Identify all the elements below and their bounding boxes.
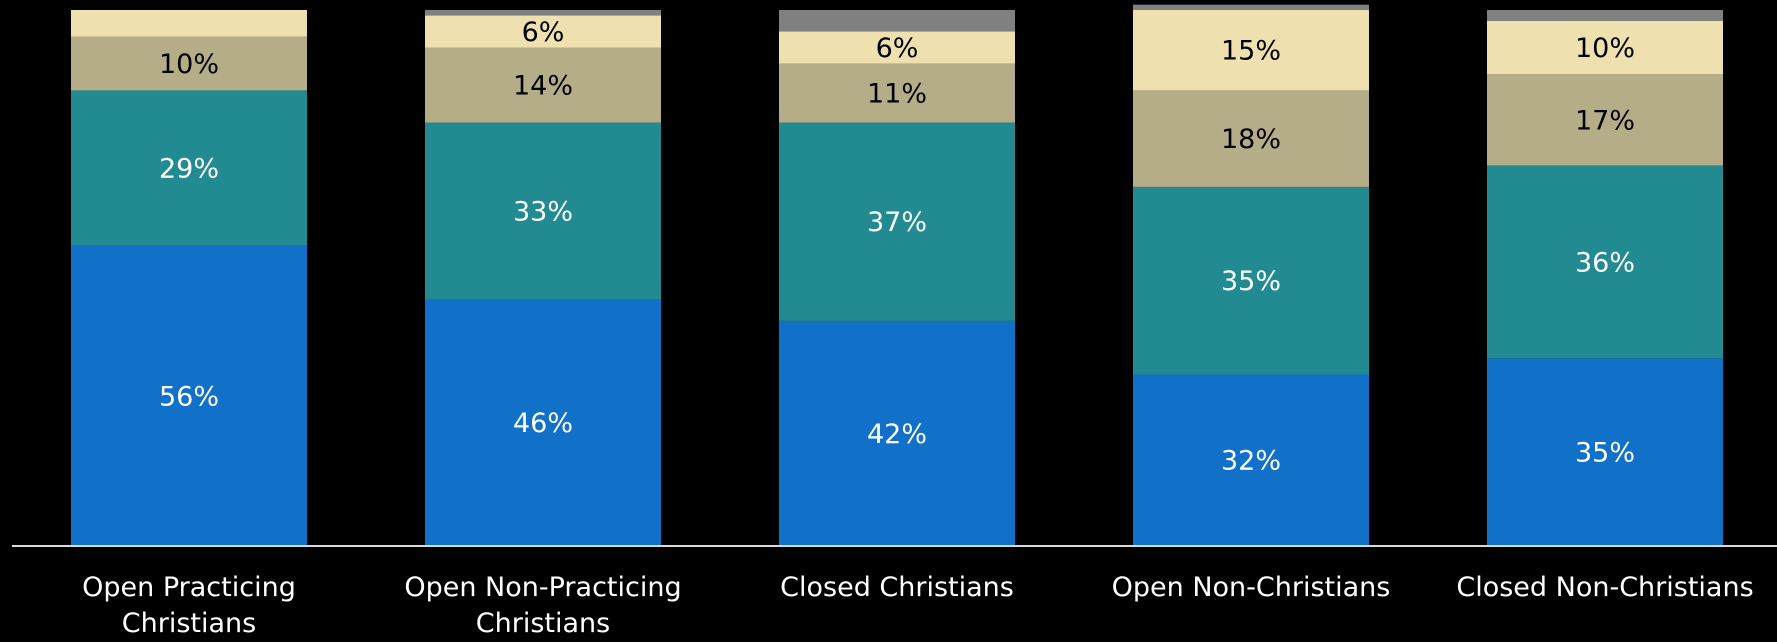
data-label: 37% <box>867 207 927 238</box>
bar-segment <box>1133 10 1369 91</box>
bar-segment <box>779 31 1015 64</box>
data-label: 10% <box>159 49 219 80</box>
x-tick-label: Closed Non-Christians <box>1456 572 1754 603</box>
bar-segment <box>1487 358 1723 546</box>
bar-segment <box>1133 374 1369 546</box>
bar-segment <box>1487 20 1723 75</box>
data-label: 42% <box>867 419 927 450</box>
data-label: 17% <box>1575 105 1635 136</box>
data-label: 32% <box>1221 446 1281 477</box>
data-label: 11% <box>867 79 927 110</box>
bar-segment <box>779 10 1015 32</box>
bar-segment <box>779 63 1015 123</box>
data-label: 33% <box>513 197 573 228</box>
bar-segment <box>425 122 661 300</box>
data-label: 35% <box>1221 266 1281 297</box>
bar-segment <box>1133 4 1369 10</box>
data-label: 29% <box>159 154 219 185</box>
data-label: 10% <box>1575 33 1635 64</box>
bar-segment <box>425 10 661 16</box>
bar-segment <box>425 299 661 546</box>
bar-segment <box>71 36 307 91</box>
bar-segment <box>1487 10 1723 21</box>
bar-segment <box>425 15 661 48</box>
x-tick-label: Open Practicing Christians <box>82 572 296 639</box>
bar-segment <box>425 47 661 123</box>
bar-segment <box>1133 90 1369 187</box>
data-label: 46% <box>513 408 573 439</box>
bar-segment <box>1133 186 1369 375</box>
bar-segment <box>1487 74 1723 166</box>
data-label: 14% <box>513 71 573 102</box>
data-label: 6% <box>522 17 565 48</box>
bar-segment <box>779 122 1015 321</box>
bar-segment <box>779 320 1015 546</box>
data-label: 6% <box>876 33 919 64</box>
bar-segment <box>71 10 307 37</box>
x-tick-label: Closed Christians <box>780 572 1014 603</box>
data-label: 56% <box>159 381 219 412</box>
bar-segment <box>1487 165 1723 359</box>
data-label: 36% <box>1575 247 1635 278</box>
x-tick-label: Open Non-Practicing Christians <box>404 572 682 639</box>
x-tick-label: Open Non-Christians <box>1111 572 1391 603</box>
bar-segment <box>71 90 307 246</box>
bar-segment <box>71 245 307 546</box>
data-label: 18% <box>1221 124 1281 155</box>
data-label: 35% <box>1575 438 1635 469</box>
data-label: 15% <box>1221 36 1281 67</box>
